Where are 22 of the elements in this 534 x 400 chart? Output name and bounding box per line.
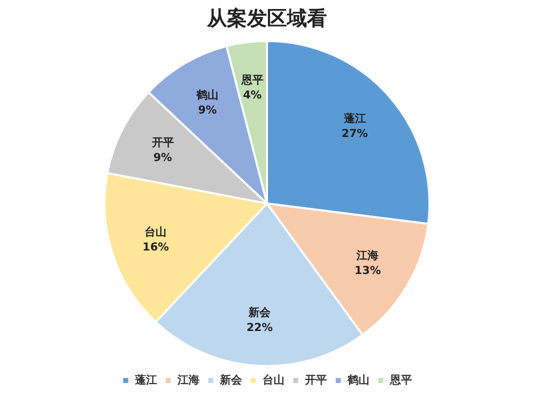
legend-label: 蓬江 [134,373,157,386]
data-label: 4% [242,88,262,102]
data-label: 13% [354,264,381,277]
slice-label: 恩平 [240,73,264,86]
data-label: 22% [246,321,273,334]
slice-label: 江海 [356,248,379,262]
legend-label: 恩平 [388,373,412,386]
data-label: 27% [342,126,368,140]
data-label: 16% [142,240,169,254]
legend-label: 新会 [218,373,243,386]
slice-label: 新会 [248,306,272,320]
chart-title: 从案发区域看 [206,6,327,30]
data-label: 9% [153,151,172,164]
slice-label: 鹤山 [195,88,218,102]
legend-label: 开平 [304,373,327,386]
slice-label: 台山 [144,226,167,239]
legend-label: 台山 [262,373,284,386]
slice-label: 蓬江 [342,112,366,125]
legend-label: 江海 [176,373,200,386]
slice-label: 开平 [150,136,174,150]
data-label: 9% [198,104,217,117]
legend-label: 鹤山 [346,373,370,386]
